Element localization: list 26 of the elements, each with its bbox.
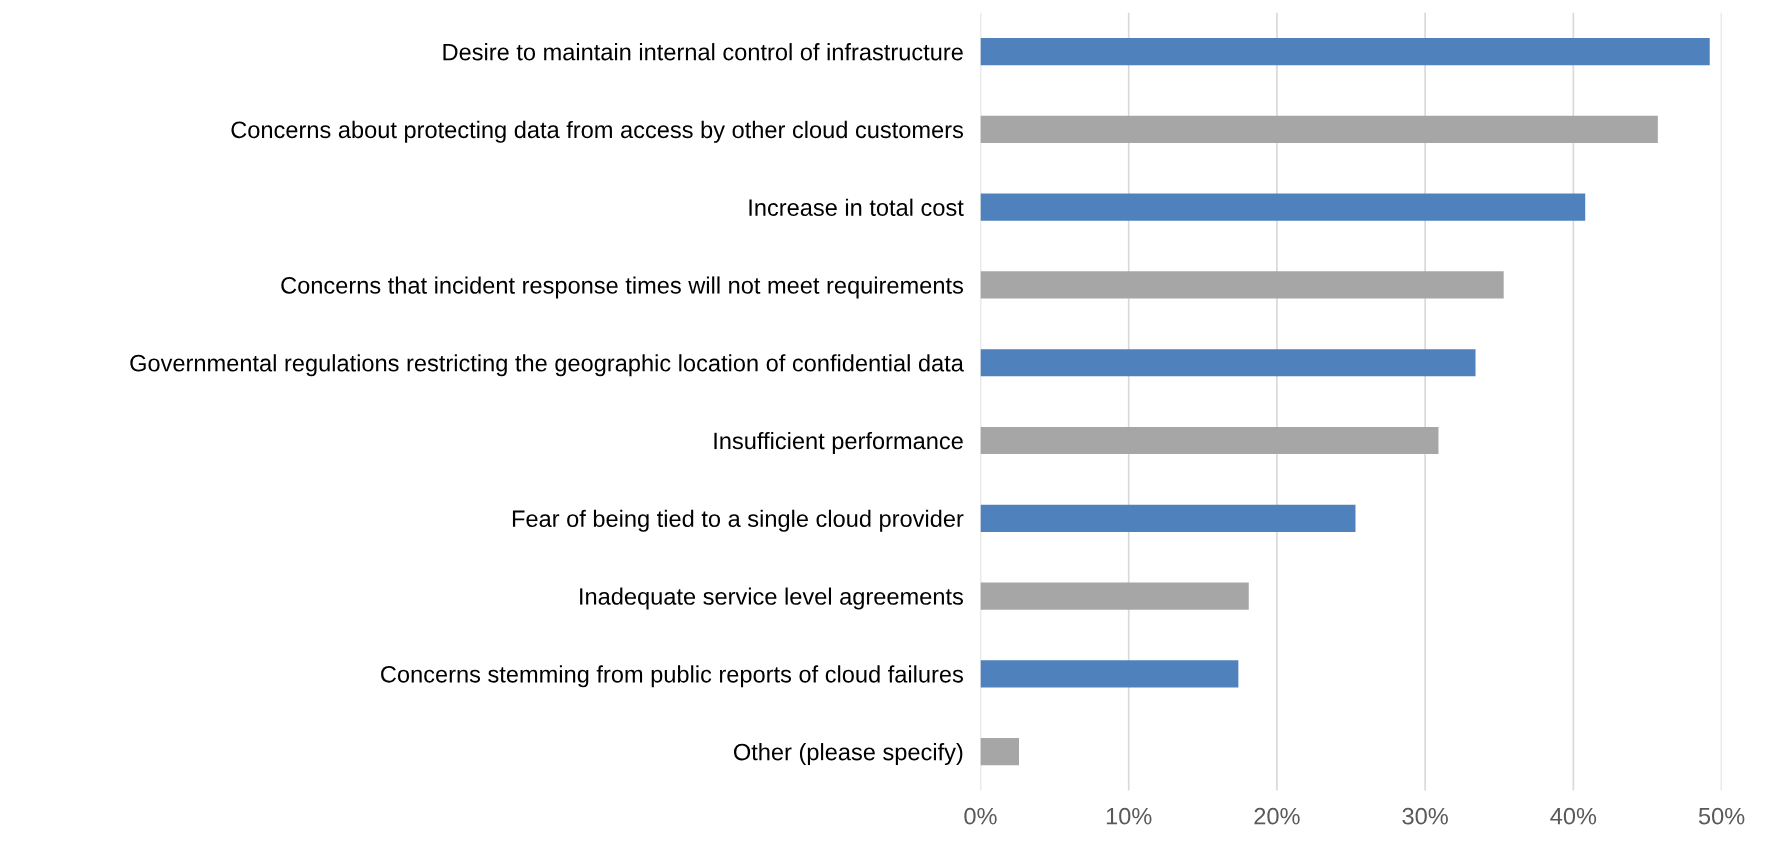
- y-tick-label: Inadequate service level agreements: [580, 587, 963, 610]
- bar: [980, 349, 1476, 377]
- y-tick-label: Desire to maintain internal control of infrastructure: [443, 43, 963, 61]
- y-tick-label: Concerns about protecting data from access by other cloud customers: [231, 120, 963, 143]
- bar: [980, 426, 1439, 455]
- x-tick-label: 0%: [964, 807, 997, 825]
- y-tick-label: Concerns that incident response times will not meet requirements: [281, 276, 963, 299]
- x-tick-label: 40%: [1550, 807, 1597, 825]
- bar: [980, 193, 1586, 221]
- bar: [980, 38, 1710, 66]
- x-tick-label: 30%: [1402, 807, 1448, 825]
- y-tick-label: Governmental regulations restricting the geographic location of confidential data: [130, 354, 964, 377]
- x-tick-label: 10%: [1106, 807, 1152, 825]
- bar: [980, 115, 1658, 144]
- y-tick-label: Insufficient performance: [714, 431, 963, 454]
- x-tick-label: 50%: [1698, 807, 1745, 825]
- y-tick-label: Increase in total cost: [749, 198, 964, 216]
- bar: [980, 582, 1249, 610]
- y-tick-label: Fear of being tied to a single cloud provider: [512, 509, 964, 532]
- bar: [980, 738, 1020, 766]
- x-tick-label: 20%: [1254, 807, 1300, 825]
- y-tick-label: Concerns stemming from public reports of cloud failures: [381, 665, 963, 688]
- y-tick-label: Other (please specify): [733, 743, 963, 766]
- bar: [980, 271, 1504, 299]
- bar: [980, 660, 1239, 688]
- bar: [980, 504, 1356, 532]
